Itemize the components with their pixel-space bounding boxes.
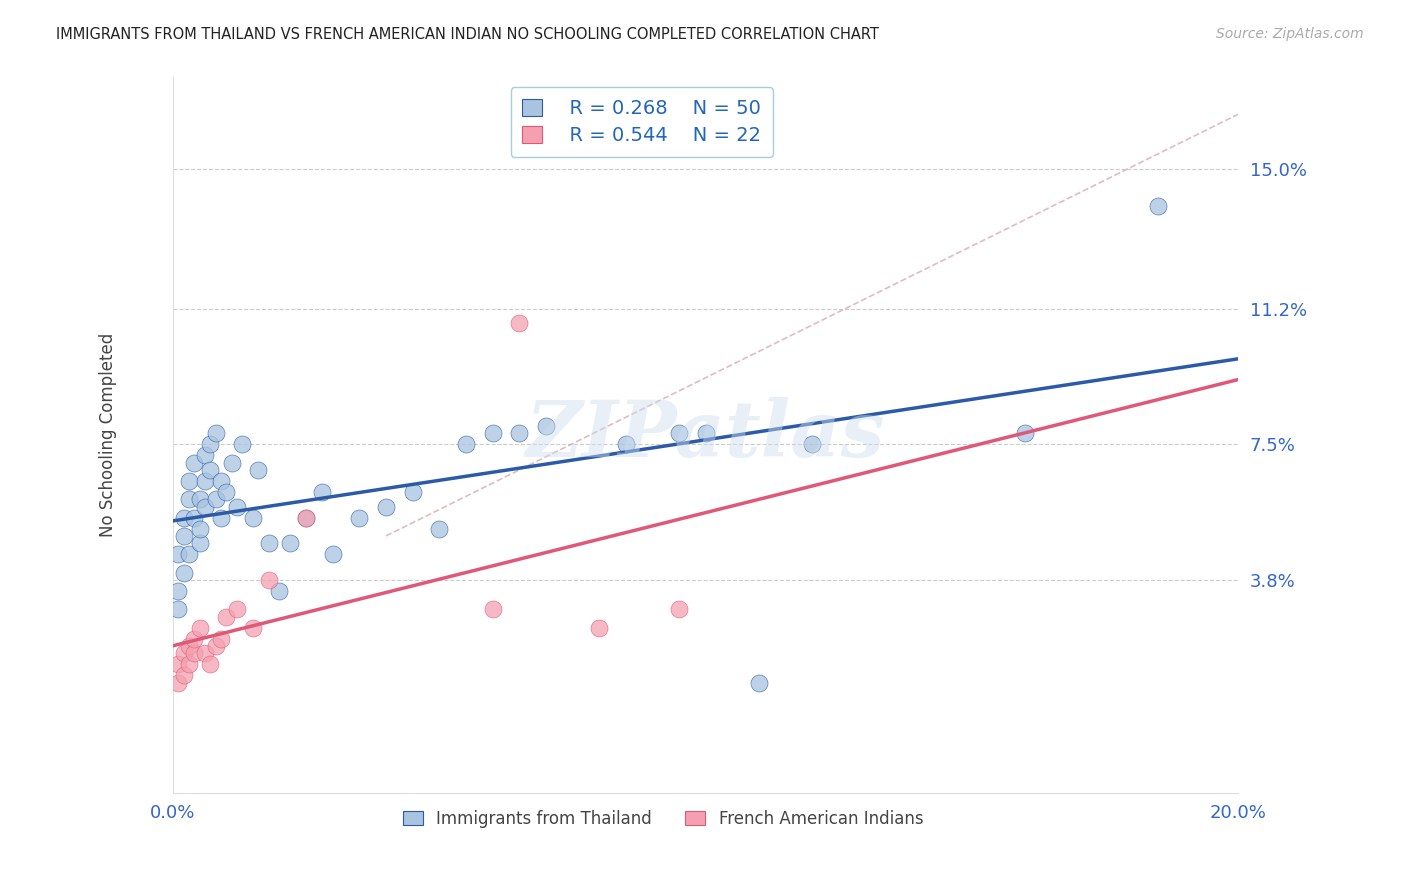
Point <box>481 602 503 616</box>
Point <box>247 463 270 477</box>
Point <box>204 426 226 441</box>
Point <box>183 632 205 646</box>
Point <box>188 621 211 635</box>
Point <box>668 602 690 616</box>
Point <box>204 639 226 653</box>
Point <box>481 426 503 441</box>
Point <box>508 316 530 330</box>
Point <box>454 437 477 451</box>
Point <box>508 426 530 441</box>
Point <box>215 484 238 499</box>
Point <box>173 646 195 660</box>
Point <box>167 675 190 690</box>
Point <box>183 510 205 524</box>
Point <box>295 510 318 524</box>
Point <box>225 602 247 616</box>
Point <box>322 547 344 561</box>
Point <box>242 510 264 524</box>
Point <box>167 583 190 598</box>
Point <box>188 492 211 507</box>
Point <box>221 456 243 470</box>
Point <box>257 573 280 587</box>
Point <box>177 547 200 561</box>
Point <box>375 500 398 514</box>
Point <box>173 566 195 580</box>
Point <box>209 510 232 524</box>
Point <box>200 437 222 451</box>
Point <box>209 474 232 488</box>
Point <box>668 426 690 441</box>
Point <box>257 536 280 550</box>
Point <box>177 474 200 488</box>
Point <box>167 657 190 672</box>
Point <box>188 536 211 550</box>
Point <box>311 484 333 499</box>
Y-axis label: No Schooling Completed: No Schooling Completed <box>100 333 117 537</box>
Text: IMMIGRANTS FROM THAILAND VS FRENCH AMERICAN INDIAN NO SCHOOLING COMPLETED CORREL: IMMIGRANTS FROM THAILAND VS FRENCH AMERI… <box>56 27 879 42</box>
Point <box>231 437 253 451</box>
Point <box>1014 426 1036 441</box>
Point <box>242 621 264 635</box>
Point <box>177 492 200 507</box>
Point <box>167 602 190 616</box>
Point <box>194 646 217 660</box>
Point <box>225 500 247 514</box>
Point <box>1147 199 1170 213</box>
Point <box>427 522 450 536</box>
Point <box>269 583 291 598</box>
Point <box>748 675 770 690</box>
Point <box>200 463 222 477</box>
Point <box>183 456 205 470</box>
Point <box>204 492 226 507</box>
Point <box>194 474 217 488</box>
Point <box>588 621 610 635</box>
Point <box>401 484 423 499</box>
Point <box>295 510 318 524</box>
Point <box>209 632 232 646</box>
Point <box>349 510 371 524</box>
Point <box>173 668 195 682</box>
Point <box>801 437 824 451</box>
Point <box>534 418 557 433</box>
Point <box>614 437 637 451</box>
Point <box>278 536 301 550</box>
Point <box>188 522 211 536</box>
Legend: Immigrants from Thailand, French American Indians: Immigrants from Thailand, French America… <box>396 803 929 834</box>
Point <box>177 657 200 672</box>
Point <box>173 529 195 543</box>
Point <box>173 510 195 524</box>
Point <box>194 500 217 514</box>
Text: Source: ZipAtlas.com: Source: ZipAtlas.com <box>1216 27 1364 41</box>
Text: ZIPatlas: ZIPatlas <box>526 397 886 474</box>
Point <box>695 426 717 441</box>
Point <box>194 448 217 462</box>
Point <box>167 547 190 561</box>
Point <box>183 646 205 660</box>
Point <box>200 657 222 672</box>
Point <box>177 639 200 653</box>
Point <box>215 609 238 624</box>
